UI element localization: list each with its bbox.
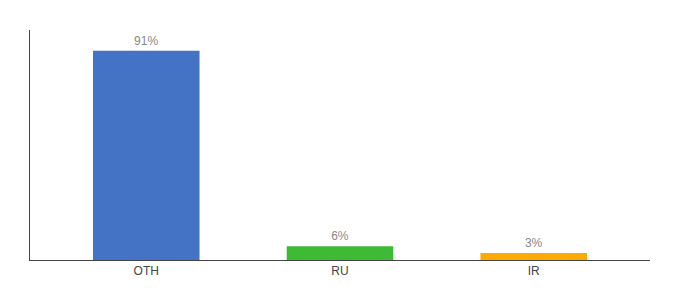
svg-text:IR: IR [528,264,540,278]
svg-text:3%: 3% [525,236,543,250]
svg-text:91%: 91% [134,34,158,48]
svg-text:OTH: OTH [134,264,159,278]
svg-text:6%: 6% [331,229,349,243]
svg-text:RU: RU [331,264,348,278]
